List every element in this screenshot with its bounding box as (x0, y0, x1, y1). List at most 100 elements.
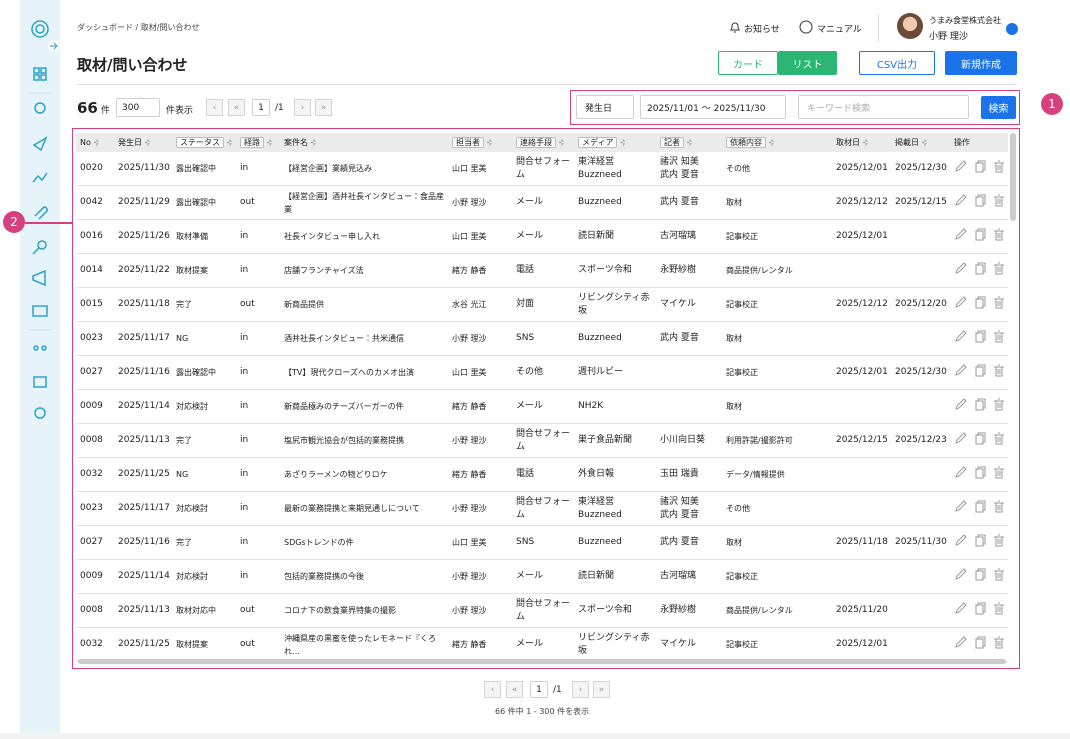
sort-icon[interactable] (863, 138, 868, 147)
column-header[interactable]: 取材日 (832, 133, 891, 152)
sort-icon[interactable] (311, 138, 316, 147)
date-field-select[interactable]: 発生日 (576, 95, 634, 119)
sort-icon[interactable] (769, 138, 774, 147)
column-header[interactable]: 担当者 (448, 133, 512, 152)
table-cell: 2025/12/20 (891, 287, 950, 322)
table-row[interactable]: 0014 2025/11/22 取材提案 in 店舗フランチャイズ法 緒方 静香 電話 スポー… (76, 253, 1008, 288)
sort-icon[interactable] (687, 138, 692, 147)
row-actions[interactable] (954, 363, 1008, 377)
next-button[interactable]: › (294, 99, 311, 116)
row-actions[interactable] (954, 295, 1008, 309)
data-table: No 発生日 ステータス 経路 案件名 担当者 連絡手段 メディア 記者 依頼内容 取材日 掲載日 操作… (76, 133, 1008, 662)
column-label: 担当者 (452, 137, 484, 148)
column-header[interactable]: ステータス (172, 133, 236, 152)
table-cell: 武内 夏音 (656, 525, 722, 560)
column-header[interactable]: 操作 (950, 133, 1008, 152)
prev-button[interactable]: ‹ (484, 681, 501, 698)
column-header[interactable]: 記者 (656, 133, 722, 152)
table-row[interactable]: 0032 2025/11/25 取材提案 out 沖縄県産の黒蜜を使ったレモネード『くろ… (76, 627, 1008, 662)
sort-icon[interactable] (922, 138, 927, 147)
table-cell: Buzzneed (574, 525, 656, 560)
table-row[interactable]: 0032 2025/11/25 NG in あざりラーメンの物どりロケ 緒方 静香 電話 外食… (76, 457, 1008, 492)
create-button[interactable]: 新規作成 (945, 51, 1017, 75)
sort-icon[interactable] (559, 138, 564, 147)
sort-icon[interactable] (145, 138, 150, 147)
sort-icon[interactable] (93, 138, 99, 147)
table-cell: 0008 (76, 593, 114, 628)
table-row[interactable]: 0016 2025/11/26 取材準備 in 社長インタビュー申し入れ 山口 里美 メール… (76, 219, 1008, 254)
page-size-select[interactable]: 300 (116, 98, 160, 117)
column-header[interactable]: メディア (574, 133, 656, 152)
scrollbar[interactable] (1010, 133, 1016, 221)
column-header[interactable]: 依頼内容 (722, 133, 832, 152)
last-button[interactable]: » (593, 681, 610, 698)
search-button[interactable]: 検索 (981, 96, 1016, 119)
row-actions[interactable] (954, 499, 1008, 513)
row-actions[interactable] (954, 465, 1008, 479)
table-cell: メール (512, 559, 574, 594)
sort-icon[interactable] (487, 138, 492, 147)
table-cell: 記事校正 (722, 219, 832, 254)
sort-icon[interactable] (620, 138, 626, 147)
column-header[interactable]: 連絡手段 (512, 133, 574, 152)
row-actions[interactable] (954, 431, 1008, 445)
table-row[interactable]: 0020 2025/11/30 露出確認中 in 【経営企画】業績見込み 山口 里美 問合せ… (76, 152, 1008, 186)
row-actions[interactable] (954, 635, 1008, 649)
row-actions[interactable] (954, 159, 1008, 173)
column-header[interactable]: No (76, 133, 114, 152)
column-header[interactable]: 経路 (236, 133, 280, 152)
notice-link[interactable]: お知らせ (744, 25, 780, 35)
page-input[interactable]: 1 (252, 99, 270, 116)
table-row[interactable]: 0009 2025/11/14 対応検討 in 包括的業務提携の今後 小野 理沙 メール 読日… (76, 559, 1008, 594)
table-row[interactable]: 0027 2025/11/16 露出確認中 in 【TV】現代クローズへのカメオ出演 山口… (76, 355, 1008, 390)
table-cell: 塩尻市観光協会が包括的業務提携 (280, 423, 448, 458)
scrollbar[interactable] (78, 659, 1006, 664)
column-header[interactable]: 発生日 (114, 133, 172, 152)
row-actions[interactable] (954, 329, 1008, 343)
row-actions[interactable] (954, 227, 1008, 241)
row-actions[interactable] (954, 193, 1008, 207)
list-view-button[interactable]: リスト (778, 51, 837, 75)
table-cell (656, 355, 722, 390)
sort-icon[interactable] (227, 138, 232, 147)
last-button[interactable]: » (315, 99, 332, 116)
table-row[interactable]: 0015 2025/11/18 完了 out 新商品提供 水谷 光江 対面 リビングシティ赤坂… (76, 287, 1008, 322)
table-cell (891, 389, 950, 424)
keyword-input[interactable]: キーワード検索 (798, 95, 969, 119)
table-cell (891, 321, 950, 356)
card-view-button[interactable]: カード (718, 51, 778, 75)
table-row[interactable]: 0008 2025/11/13 完了 in 塩尻市観光協会が包括的業務提携 小野 理沙 問合… (76, 423, 1008, 458)
row-actions[interactable] (954, 601, 1008, 615)
first-button[interactable]: « (506, 681, 523, 698)
next-button[interactable]: › (572, 681, 589, 698)
date-range-input[interactable]: 2025/11/01 〜 2025/11/30 (640, 95, 786, 119)
table-row[interactable]: 0008 2025/11/13 取材対応中 out コロナ下の飲食業界特集の撮影 小野 理… (76, 593, 1008, 628)
table-cell: 2025/11/13 (114, 423, 172, 458)
row-actions[interactable] (954, 397, 1008, 411)
breadcrumb[interactable]: ダッシュボード / 取材/問い合わせ (77, 23, 200, 32)
table-cell: 2025/12/12 (832, 185, 891, 220)
row-actions[interactable] (954, 261, 1008, 275)
sort-icon[interactable] (267, 138, 272, 147)
user-menu[interactable] (1006, 23, 1018, 35)
table-row[interactable]: 0042 2025/11/29 露出確認中 out 【経営企画】酒井社長インタビュー：食… (76, 185, 1008, 220)
table-row[interactable]: 0027 2025/11/16 完了 in SDGsトレンドの件 山口 里美 SNS Buzz… (76, 525, 1008, 560)
table-cell: 2025/11/20 (832, 593, 891, 628)
prev-button[interactable]: ‹ (206, 99, 223, 116)
table-row[interactable]: 0023 2025/11/17 NG in 酒井社長インタビュー：共米通信 小野 理沙 SN… (76, 321, 1008, 356)
table-cell: 読日新聞 (574, 219, 656, 254)
column-header[interactable]: 掲載日 (891, 133, 950, 152)
manual-link[interactable]: マニュアル (817, 25, 862, 35)
page-input[interactable]: 1 (530, 681, 548, 698)
table-cell: 外食日報 (574, 457, 656, 492)
table-row[interactable]: 0023 2025/11/17 対応検討 in 最新の業務提携と来期見通しについて 小野 … (76, 491, 1008, 526)
csv-button[interactable]: CSV出力 (859, 51, 935, 75)
first-button[interactable]: « (228, 99, 245, 116)
row-actions[interactable] (954, 567, 1008, 581)
column-header[interactable]: 案件名 (280, 133, 448, 152)
table-cell: リビングシティ赤坂 (574, 627, 656, 662)
row-actions[interactable] (954, 533, 1008, 547)
table-row[interactable]: 0009 2025/11/14 対応検討 in 新商品極みのチーズバーガーの件 緒方 静香… (76, 389, 1008, 424)
table-cell: スポーツ令和 (574, 253, 656, 288)
table-cell: 2025/11/16 (114, 525, 172, 560)
